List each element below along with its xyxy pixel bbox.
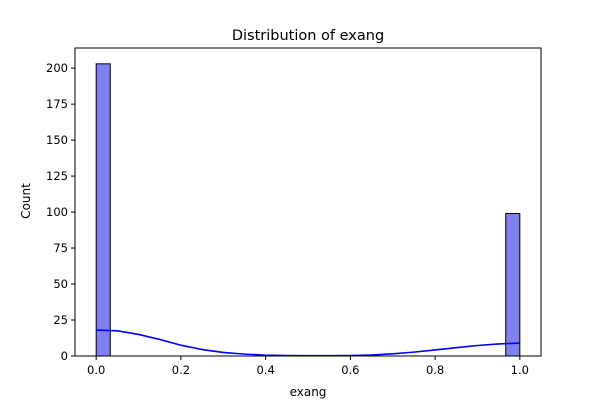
kde-line (96, 329, 520, 357)
y-tick-label-3: 75 (53, 241, 68, 255)
plot-frame (74, 47, 542, 357)
histogram-bar-1 (505, 213, 521, 357)
y-axis-label: Count (19, 183, 33, 219)
y-tick-label-4: 100 (46, 205, 68, 219)
x-tick-label-0: 0.0 (87, 363, 105, 377)
x-tick-label-1: 0.2 (172, 363, 190, 377)
x-tick-label-4: 0.8 (426, 363, 444, 377)
x-axis-label: exang (290, 385, 327, 399)
x-tick-label-5: 1.0 (511, 363, 529, 377)
plot-area: 0.0 0.2 0.4 0.6 0.8 1.0 0 25 50 75 100 125 150 175 200 (46, 47, 542, 377)
y-tick-label-7: 175 (46, 97, 68, 111)
y-tick-label-6: 150 (46, 133, 68, 147)
y-tick-label-0: 0 (61, 349, 68, 363)
y-tick-label-1: 25 (53, 313, 68, 327)
histogram-bar-0 (95, 63, 111, 357)
chart-title: Distribution of exang (232, 28, 384, 44)
y-tick-label-2: 50 (53, 277, 68, 291)
x-tick-label-2: 0.4 (256, 363, 274, 377)
y-tick-label-8: 200 (46, 61, 68, 75)
x-tick-label-3: 0.6 (341, 363, 359, 377)
y-tick-label-5: 125 (46, 169, 68, 183)
